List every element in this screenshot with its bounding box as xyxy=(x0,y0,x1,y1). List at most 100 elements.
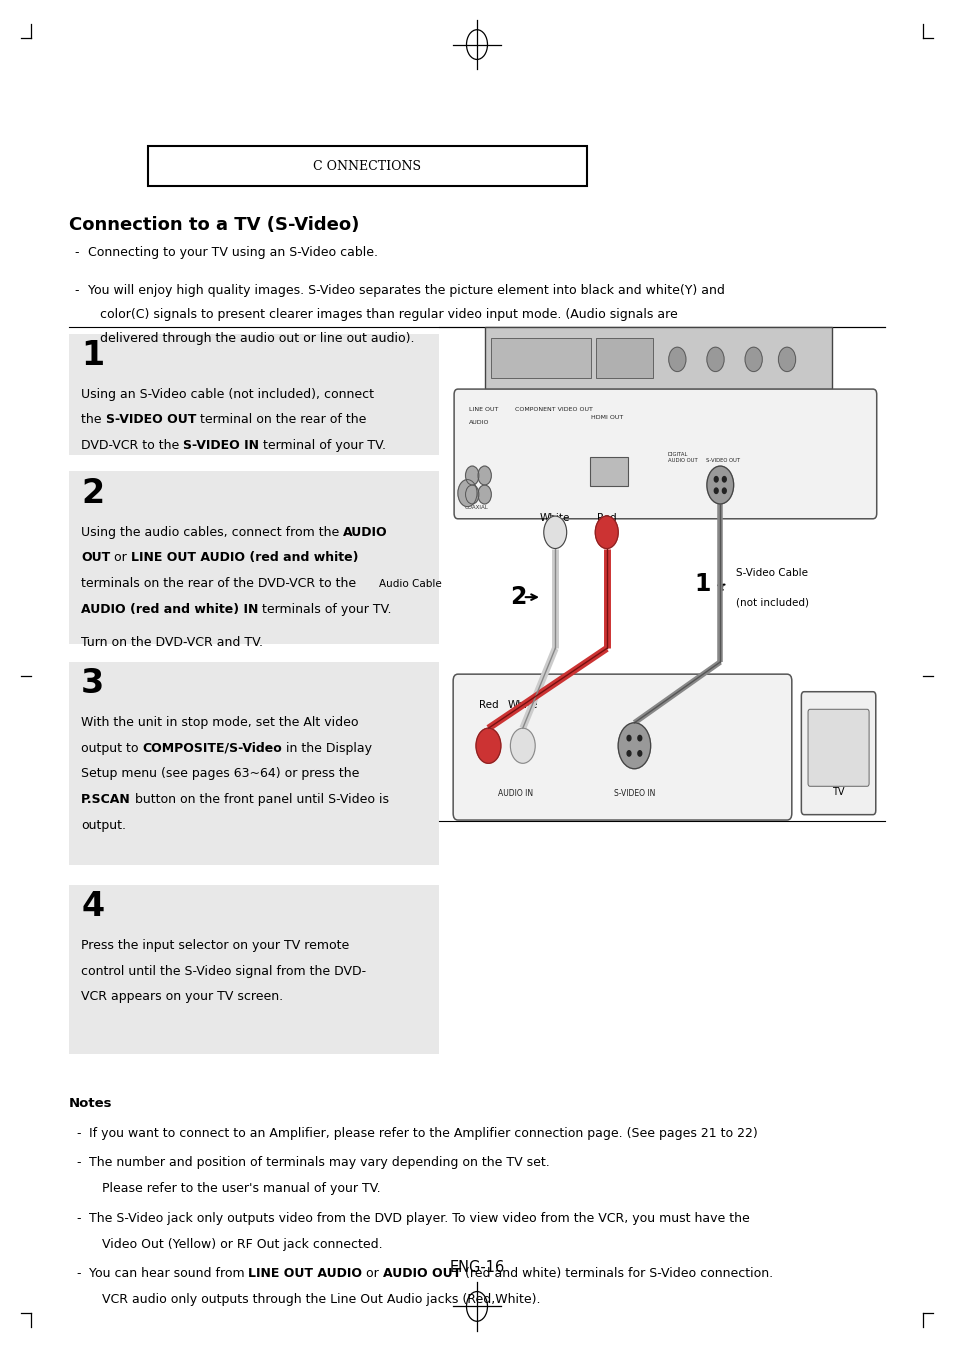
Text: LINE OUT AUDIO (red and white): LINE OUT AUDIO (red and white) xyxy=(131,551,358,565)
FancyBboxPatch shape xyxy=(453,674,791,820)
Text: COMPOSITE/S-Video: COMPOSITE/S-Video xyxy=(142,742,282,755)
Circle shape xyxy=(457,480,476,507)
Text: White: White xyxy=(507,700,537,711)
Text: The number and position of terminals may vary depending on the TV set.: The number and position of terminals may… xyxy=(89,1156,549,1170)
Text: ENG-16: ENG-16 xyxy=(449,1259,504,1275)
FancyBboxPatch shape xyxy=(69,471,438,644)
Text: COAXIAL: COAXIAL xyxy=(464,505,488,511)
Text: Notes: Notes xyxy=(69,1097,112,1111)
Circle shape xyxy=(721,488,725,493)
Text: Red: Red xyxy=(478,700,497,711)
Circle shape xyxy=(476,728,500,763)
FancyBboxPatch shape xyxy=(148,146,586,186)
FancyBboxPatch shape xyxy=(589,457,627,486)
Text: delivered through the audio out or line out audio).: delivered through the audio out or line … xyxy=(100,332,415,346)
Text: AUDIO (red and white) IN: AUDIO (red and white) IN xyxy=(81,603,258,616)
Circle shape xyxy=(638,751,641,757)
FancyBboxPatch shape xyxy=(484,327,831,389)
Text: control until the S-Video signal from the DVD-: control until the S-Video signal from th… xyxy=(81,965,366,978)
Text: Audio Cable: Audio Cable xyxy=(378,578,441,589)
FancyBboxPatch shape xyxy=(801,692,875,815)
FancyBboxPatch shape xyxy=(454,389,876,519)
Text: 1: 1 xyxy=(81,339,104,372)
Text: With the unit in stop mode, set the Alt video: With the unit in stop mode, set the Alt … xyxy=(81,716,358,730)
Text: output.: output. xyxy=(81,819,126,832)
Circle shape xyxy=(714,488,718,493)
Circle shape xyxy=(778,347,795,372)
Circle shape xyxy=(543,516,566,549)
Text: COMPONENT VIDEO OUT: COMPONENT VIDEO OUT xyxy=(515,407,593,412)
Circle shape xyxy=(638,735,641,740)
Text: AUDIO OUT: AUDIO OUT xyxy=(383,1267,461,1281)
Text: Setup menu (see pages 63~64) or press the: Setup menu (see pages 63~64) or press th… xyxy=(81,767,359,781)
Text: Connection to a TV (S-Video): Connection to a TV (S-Video) xyxy=(69,216,358,234)
Text: S-VIDEO OUT: S-VIDEO OUT xyxy=(705,458,740,463)
Text: button on the front panel until S-Video is: button on the front panel until S-Video … xyxy=(131,793,389,807)
Text: VCR audio only outputs through the Line Out Audio jacks (Red,White).: VCR audio only outputs through the Line … xyxy=(102,1293,540,1306)
Text: TV: TV xyxy=(831,788,844,797)
FancyBboxPatch shape xyxy=(491,338,591,378)
Text: -: - xyxy=(74,284,79,297)
Text: -: - xyxy=(76,1267,81,1281)
Text: VCR appears on your TV screen.: VCR appears on your TV screen. xyxy=(81,990,283,1004)
Circle shape xyxy=(626,735,630,740)
Text: 1: 1 xyxy=(694,571,710,596)
Text: S-VIDEO IN: S-VIDEO IN xyxy=(183,439,259,453)
Text: HDMI OUT: HDMI OUT xyxy=(591,415,623,420)
Circle shape xyxy=(706,347,723,372)
Text: If you want to connect to an Amplifier, please refer to the Amplifier connection: If you want to connect to an Amplifier, … xyxy=(89,1127,757,1140)
FancyBboxPatch shape xyxy=(807,709,868,786)
Text: LINE OUT AUDIO: LINE OUT AUDIO xyxy=(248,1267,362,1281)
Text: DVD-VCR to the: DVD-VCR to the xyxy=(81,439,183,453)
Text: Video Out (Yellow) or RF Out jack connected.: Video Out (Yellow) or RF Out jack connec… xyxy=(102,1238,382,1251)
Text: terminal of your TV.: terminal of your TV. xyxy=(259,439,386,453)
Text: color(C) signals to present clearer images than regular video input mode. (Audio: color(C) signals to present clearer imag… xyxy=(100,308,678,322)
Text: Red: Red xyxy=(597,513,616,523)
Text: AUDIO IN: AUDIO IN xyxy=(497,789,532,797)
Circle shape xyxy=(744,347,761,372)
Text: terminal on the rear of the: terminal on the rear of the xyxy=(195,413,366,427)
Text: -: - xyxy=(74,246,79,259)
Text: The S-Video jack only outputs video from the DVD player. To view video from the : The S-Video jack only outputs video from… xyxy=(89,1212,749,1225)
Text: Connecting to your TV using an S-Video cable.: Connecting to your TV using an S-Video c… xyxy=(88,246,377,259)
Circle shape xyxy=(465,466,478,485)
Text: AUDIO: AUDIO xyxy=(343,526,388,539)
Circle shape xyxy=(510,728,535,763)
Circle shape xyxy=(668,347,685,372)
Text: the: the xyxy=(81,413,106,427)
Text: OUT: OUT xyxy=(81,551,111,565)
Text: -: - xyxy=(76,1127,81,1140)
Circle shape xyxy=(465,485,478,504)
Text: in the Display: in the Display xyxy=(282,742,372,755)
Text: Press the input selector on your TV remote: Press the input selector on your TV remo… xyxy=(81,939,349,952)
Text: (red and white) terminals for S-Video connection.: (red and white) terminals for S-Video co… xyxy=(461,1267,773,1281)
Circle shape xyxy=(477,466,491,485)
Text: DIGITAL
AUDIO OUT: DIGITAL AUDIO OUT xyxy=(667,453,697,463)
Text: White: White xyxy=(539,513,570,523)
FancyBboxPatch shape xyxy=(69,885,438,1054)
Circle shape xyxy=(626,751,630,757)
Text: S-VIDEO OUT: S-VIDEO OUT xyxy=(106,413,195,427)
Circle shape xyxy=(595,516,618,549)
Text: P.SCAN: P.SCAN xyxy=(81,793,131,807)
Text: AUDIO: AUDIO xyxy=(469,420,489,426)
Text: -: - xyxy=(76,1156,81,1170)
Text: output to: output to xyxy=(81,742,142,755)
Text: Using an S-Video cable (not included), connect: Using an S-Video cable (not included), c… xyxy=(81,388,374,401)
Circle shape xyxy=(618,723,650,769)
Text: S-VIDEO IN: S-VIDEO IN xyxy=(613,789,655,797)
Text: C ONNECTIONS: C ONNECTIONS xyxy=(313,159,421,173)
Text: Turn on the DVD-VCR and TV.: Turn on the DVD-VCR and TV. xyxy=(81,636,263,650)
Circle shape xyxy=(706,466,733,504)
Text: (not included): (not included) xyxy=(736,597,809,607)
Text: Please refer to the user's manual of your TV.: Please refer to the user's manual of you… xyxy=(102,1182,380,1196)
Circle shape xyxy=(721,477,725,482)
Text: -: - xyxy=(76,1212,81,1225)
Text: S-Video Cable: S-Video Cable xyxy=(736,569,807,578)
Text: or: or xyxy=(362,1267,383,1281)
Text: 4: 4 xyxy=(81,890,104,923)
Text: terminals on the rear of the DVD-VCR to the: terminals on the rear of the DVD-VCR to … xyxy=(81,577,355,590)
Circle shape xyxy=(714,477,718,482)
Text: You will enjoy high quality images. S-Video separates the picture element into b: You will enjoy high quality images. S-Vi… xyxy=(88,284,724,297)
FancyBboxPatch shape xyxy=(69,334,438,455)
